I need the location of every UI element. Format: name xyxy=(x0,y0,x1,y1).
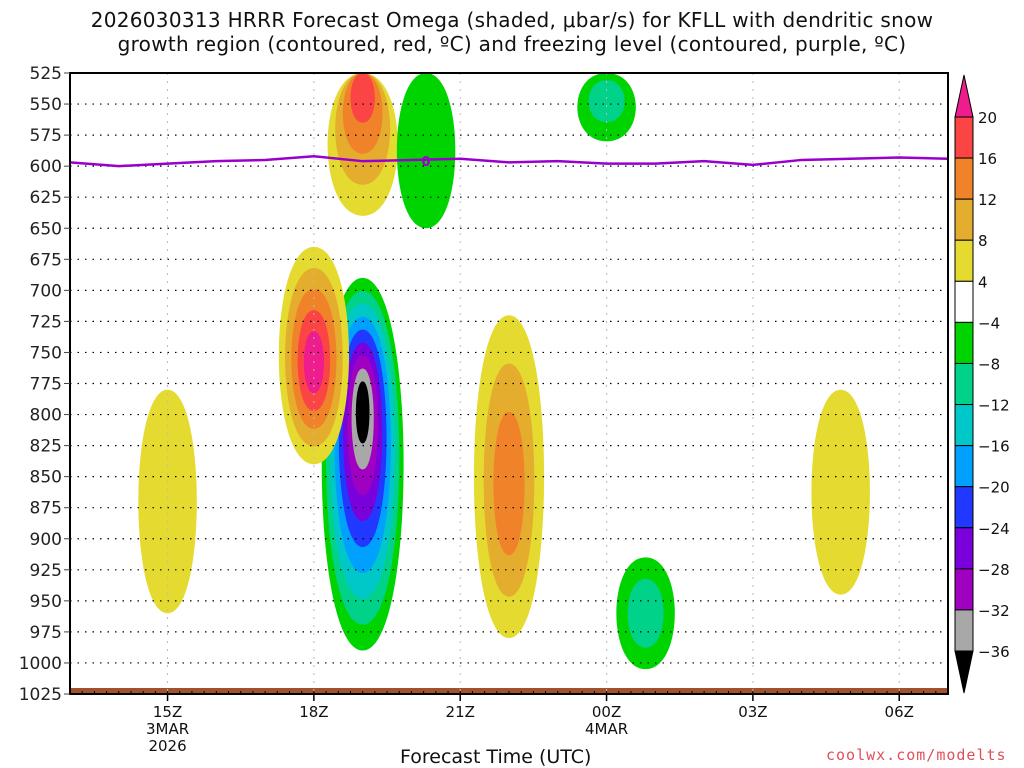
colorbar-min-arrow xyxy=(954,650,974,694)
colorbar-bin xyxy=(954,157,974,200)
y-tick-label: 725 xyxy=(30,312,62,332)
colorbar-tick-label: 4 xyxy=(978,273,988,291)
colorbar-tick-label: 20 xyxy=(978,109,997,127)
colorbar-bin xyxy=(954,116,974,159)
y-tick-label: 1000 xyxy=(19,654,62,674)
y-tick-label: 775 xyxy=(30,375,62,395)
y-tick-label: 750 xyxy=(30,343,62,363)
y-tick-label: 925 xyxy=(30,561,62,581)
omega-contour-fill xyxy=(627,578,664,648)
colorbar-tick-label: −32 xyxy=(978,602,1010,620)
y-tick-label: 700 xyxy=(30,281,62,301)
colorbar-bin xyxy=(954,445,974,488)
x-tick-date: 4MAR xyxy=(585,720,628,738)
colorbar-bin xyxy=(954,239,974,282)
x-tick-label: 06Z xyxy=(885,703,914,721)
y-tick-label: 675 xyxy=(30,250,62,270)
omega-contour-fill xyxy=(493,411,525,556)
y-tick-label: 550 xyxy=(30,95,62,115)
colorbar-tick-label: −24 xyxy=(978,520,1010,538)
colorbar-bin xyxy=(954,568,974,611)
colorbar-bin xyxy=(954,280,974,323)
credit-link[interactable]: coolwx.com/modelts xyxy=(826,746,1007,764)
y-tick-label: 1025 xyxy=(19,685,62,705)
colorbar-bin xyxy=(954,404,974,447)
colorbar-tick-label: −4 xyxy=(978,314,1000,332)
omega-contour-fill xyxy=(396,73,456,229)
colorbar-bin xyxy=(954,321,974,364)
title-line-2: growth region (contoured, red, ºC) and f… xyxy=(117,32,907,56)
omega-contour-fill xyxy=(350,73,375,123)
freezing-level-line xyxy=(69,154,949,168)
colorbar-tick-label: 12 xyxy=(978,191,997,209)
freezing-level-label: 0 xyxy=(422,155,431,170)
omega-contour-fill xyxy=(355,381,370,444)
chart-title: 2026030313 HRRR Forecast Omega (shaded, … xyxy=(0,8,1024,56)
y-tick-label: 800 xyxy=(30,406,62,426)
colorbar-tick-label: 16 xyxy=(978,150,997,168)
omega-shading-layer xyxy=(138,73,870,670)
colorbar-tick-label: −8 xyxy=(978,355,1000,373)
y-tick-label: 850 xyxy=(30,468,62,488)
y-tick-label: 625 xyxy=(30,188,62,208)
colorbar-tick-label: −16 xyxy=(978,438,1010,456)
x-tick-label: 03Z xyxy=(738,703,767,721)
title-line-1: 2026030313 HRRR Forecast Omega (shaded, … xyxy=(90,8,934,32)
y-tick-label: 900 xyxy=(30,530,62,550)
omega-contour-fill xyxy=(588,80,625,123)
x-tick-label: 18Z xyxy=(299,703,328,721)
x-tick-date: 3MAR xyxy=(146,720,189,738)
omega-contour-fill xyxy=(811,389,870,595)
y-tick-label: 825 xyxy=(30,437,62,457)
colorbar-max-arrow xyxy=(954,74,974,118)
colorbar: 20 16 12 8 4 −4 −8 −12 −16 −20 −24 −28 −32 −36 xyxy=(954,74,1010,694)
colorbar-bin xyxy=(954,362,974,406)
y-tick-label: 950 xyxy=(30,592,62,612)
colorbar-tick-label: −12 xyxy=(978,397,1010,415)
x-tick-label: 21Z xyxy=(446,703,475,721)
y-tick-label: 650 xyxy=(30,219,62,239)
colorbar-bin xyxy=(954,609,974,652)
colorbar-tick-label: −20 xyxy=(978,479,1010,497)
x-tick-label: 00Z xyxy=(592,703,621,721)
y-tick-label: 600 xyxy=(30,157,62,177)
omega-contour-fill xyxy=(138,389,197,614)
colorbar-bin xyxy=(954,198,974,241)
freezing-level-layer: 0 xyxy=(69,154,949,170)
y-tick-label: 975 xyxy=(30,623,62,643)
colorbar-tick-label: −36 xyxy=(978,643,1010,661)
colorbar-tick-label: −28 xyxy=(978,561,1010,579)
y-axis: 525 550 575 600 625 650 675 700 725 750 775 800 825 8… xyxy=(19,64,70,705)
x-axis-label: Forecast Time (UTC) xyxy=(400,746,592,768)
colorbar-tick-label: 8 xyxy=(978,232,988,250)
x-tick-label: 15Z xyxy=(153,703,182,721)
y-tick-label: 875 xyxy=(30,499,62,519)
y-tick-label: 525 xyxy=(30,64,62,84)
y-tick-label: 575 xyxy=(30,126,62,146)
x-tick-year: 2026 xyxy=(148,737,186,755)
colorbar-bin xyxy=(954,527,974,570)
colorbar-bin xyxy=(954,486,974,529)
